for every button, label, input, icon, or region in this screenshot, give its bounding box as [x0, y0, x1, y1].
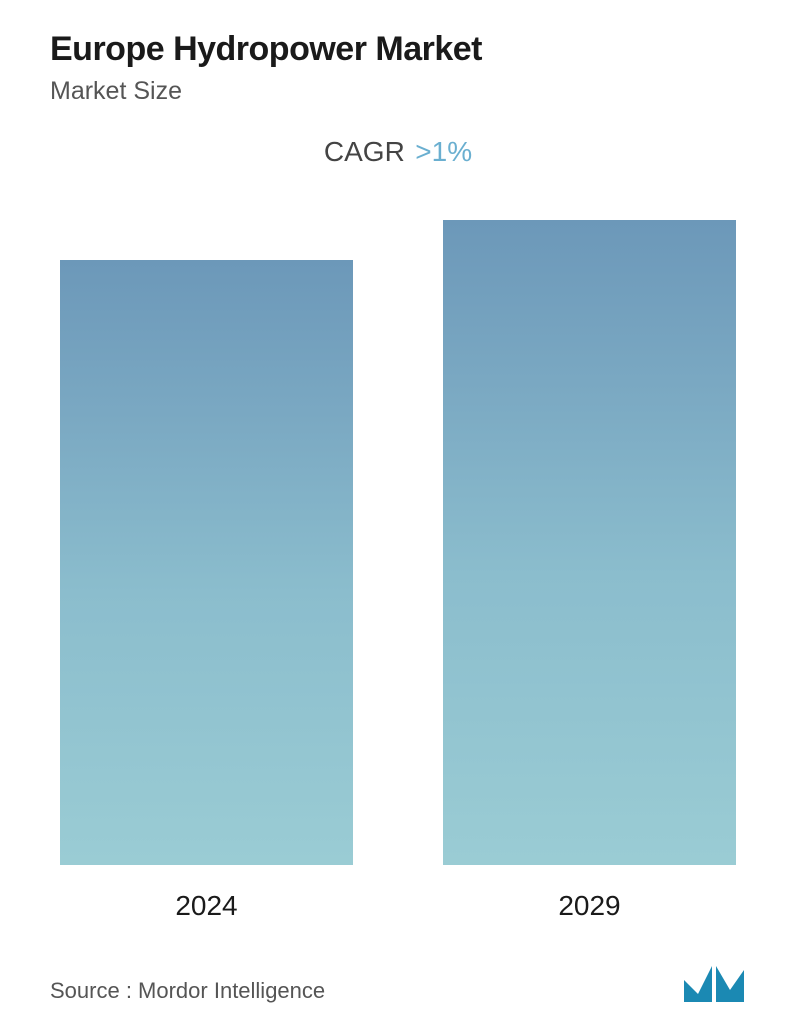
bar-group-0: 2024 — [60, 260, 353, 922]
bar-group-1: 2029 — [443, 220, 736, 922]
bar-1 — [443, 220, 736, 865]
bar-label-1: 2029 — [558, 890, 620, 922]
chart-title: Europe Hydropower Market — [50, 30, 746, 69]
cagr-value: >1% — [415, 136, 472, 167]
bar-0 — [60, 260, 353, 865]
cagr-row: CAGR >1% — [50, 136, 746, 168]
bar-label-0: 2024 — [175, 890, 237, 922]
bar-chart-area: 2024 2029 — [50, 208, 746, 942]
chart-subtitle: Market Size — [50, 77, 746, 106]
source-text: Source : Mordor Intelligence — [50, 978, 325, 1004]
brand-logo-icon — [682, 962, 746, 1004]
cagr-label: CAGR — [324, 136, 405, 167]
chart-container: Europe Hydropower Market Market Size CAG… — [0, 0, 796, 1034]
chart-footer: Source : Mordor Intelligence — [50, 942, 746, 1004]
